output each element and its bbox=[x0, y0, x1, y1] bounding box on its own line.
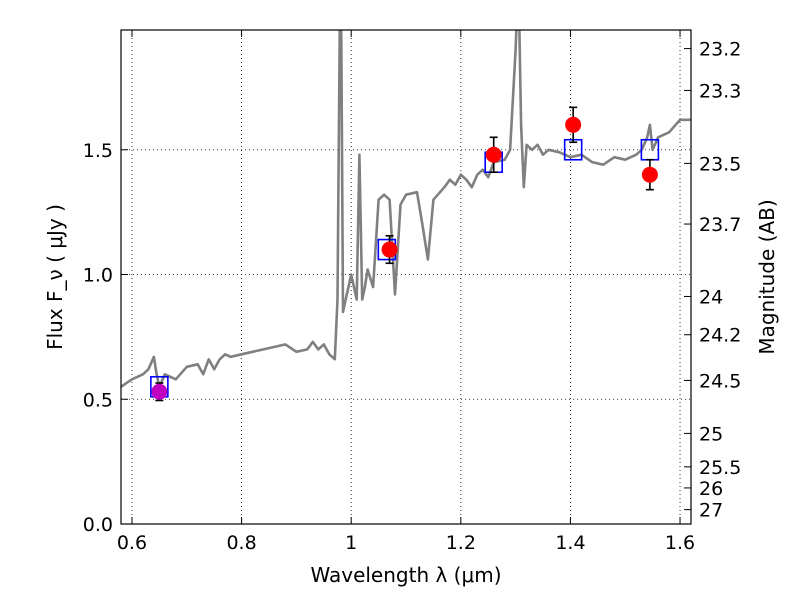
observed-point bbox=[151, 383, 168, 400]
mag-tick-label: 25.5 bbox=[699, 457, 741, 479]
y-axis-right-title: Magnitude (AB) bbox=[755, 199, 779, 354]
y-tick-label: 1.5 bbox=[83, 140, 113, 162]
mag-tick-label: 23.7 bbox=[699, 214, 741, 236]
axes: 0.6 0.8 1 1.2 1.4 1.6 0.0 0.5 1.0 1.5 23.2 23.3 23.5… bbox=[83, 30, 741, 554]
plot-area bbox=[121, 30, 691, 402]
y-tick-label: 1.0 bbox=[83, 265, 113, 287]
mag-tick-label: 25 bbox=[699, 423, 723, 445]
observed-point bbox=[381, 241, 398, 258]
y-tick-label: 0.0 bbox=[83, 514, 113, 536]
x-tick-label: 0.6 bbox=[117, 532, 147, 554]
sed-line bbox=[121, 30, 691, 389]
mag-tick-label: 24.5 bbox=[699, 370, 741, 392]
observed-point bbox=[565, 116, 582, 133]
mag-tick-label: 27 bbox=[699, 500, 723, 522]
observed-point bbox=[485, 146, 502, 163]
y-tick-label: 0.5 bbox=[83, 389, 113, 411]
x-tick-label: 0.8 bbox=[226, 532, 256, 554]
observed-point bbox=[641, 166, 658, 183]
x-axis-title: Wavelength λ (μm) bbox=[310, 563, 501, 587]
mag-tick-label: 23.5 bbox=[699, 153, 741, 175]
grid-lines bbox=[121, 30, 691, 524]
x-tick-label: 1.6 bbox=[665, 532, 695, 554]
plot-frame bbox=[120, 29, 692, 525]
x-tick-label: 1.4 bbox=[555, 532, 585, 554]
x-tick-label: 1 bbox=[345, 532, 357, 554]
y-axis-title: Flux F_ν ( μJy ) bbox=[43, 204, 67, 350]
mag-tick-label: 23.3 bbox=[699, 80, 741, 102]
mag-tick-label: 24 bbox=[699, 286, 723, 308]
x-tick-label: 1.2 bbox=[446, 532, 476, 554]
mag-tick-label: 24.2 bbox=[699, 325, 741, 347]
mag-tick-label: 26 bbox=[699, 478, 723, 500]
mag-tick-label: 23.2 bbox=[699, 39, 741, 61]
